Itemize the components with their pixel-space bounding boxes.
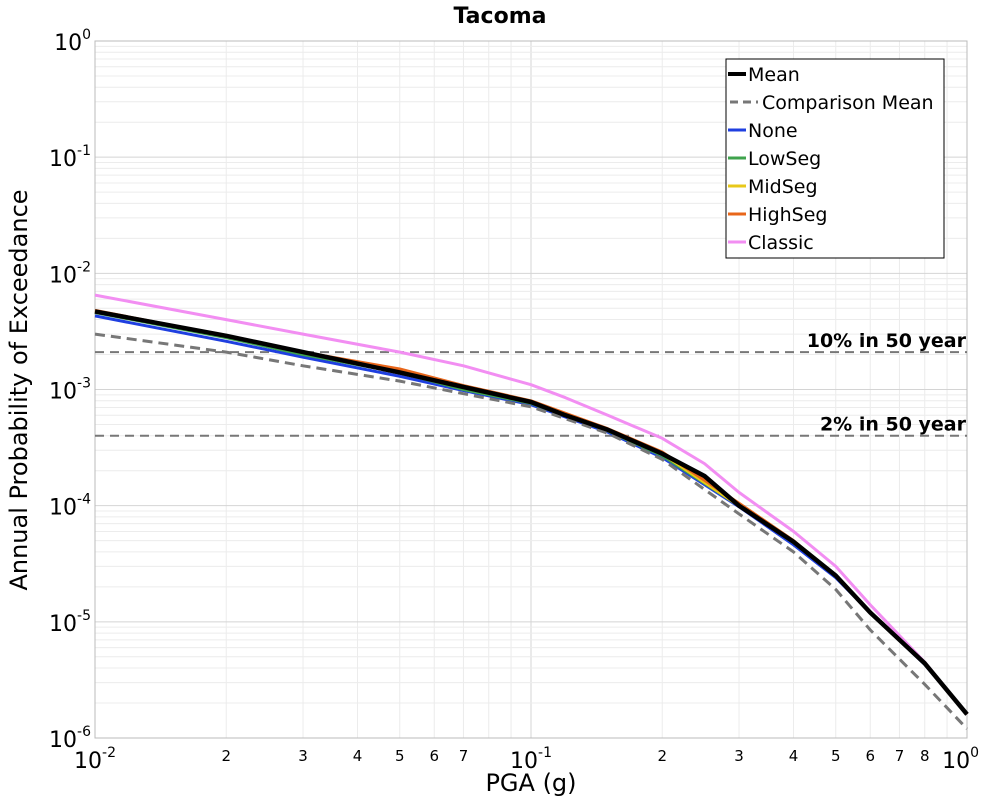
grid: [95, 41, 967, 738]
x-tick-label-minor: 4: [353, 747, 363, 765]
y-tick-label-base: 10: [49, 263, 77, 288]
y-tick-label-base: 10: [49, 496, 77, 521]
y-tick-label-exponent: -5: [77, 608, 91, 624]
y-tick-label-base: 10: [49, 147, 77, 172]
series-lines: [94, 293, 969, 730]
x-tick-label-major-exponent: 0: [970, 745, 979, 761]
reference-line-label: 10% in 50 year: [807, 330, 967, 352]
y-tick-label: 10-6: [49, 724, 91, 753]
x-tick-label-minor: 8: [920, 747, 930, 765]
y-tick-label-exponent: -1: [77, 143, 91, 159]
series-line-mean: [94, 309, 969, 716]
x-tick-label-major-base: 10: [942, 749, 970, 774]
x-tick-label-minor: 3: [298, 747, 308, 765]
x-tick-label-minor: 7: [459, 747, 469, 765]
chart-title: Tacoma: [454, 4, 547, 29]
x-tick-label-major: 100: [942, 745, 979, 774]
legend-label-none: None: [748, 120, 798, 142]
y-tick-label: 100: [54, 27, 91, 56]
x-axis-label: PGA (g): [485, 769, 576, 797]
x-tick-label-minor: 5: [395, 747, 405, 765]
x-tick-label-major-exponent: -1: [538, 745, 552, 761]
x-tick-label-minor: 6: [866, 747, 876, 765]
y-tick-label-exponent: -3: [77, 376, 91, 392]
legend: Mean Comparison Mean None LowSeg MidSeg HighS…: [725, 58, 945, 259]
series-line-classic: [94, 293, 969, 716]
y-axis-label: Annual Probability of Exceedance: [5, 189, 33, 590]
y-tick-label-exponent: -4: [77, 492, 91, 508]
reference-lines: 10% in 50 year 2% in 50 year: [95, 330, 967, 437]
y-tick-label: 10-1: [49, 143, 91, 172]
x-tick-label-minor: 3: [734, 747, 744, 765]
y-tick-label: 10-2: [49, 259, 91, 288]
x-tick-label-minor: 7: [895, 747, 905, 765]
x-tick-label-major-exponent: -2: [102, 745, 116, 761]
series-line-comparison-mean: [94, 332, 969, 730]
x-tick-label-major: 10-1: [510, 745, 552, 774]
plot-frame: [94, 40, 968, 739]
x-tick-label-minor: 5: [831, 747, 841, 765]
x-tick-label-minor: 4: [789, 747, 799, 765]
legend-label-classic: Classic: [748, 232, 814, 254]
y-tick-label-base: 10: [49, 380, 77, 405]
legend-label-lowseg: LowSeg: [748, 148, 821, 170]
x-tick-label-minor: 2: [657, 747, 667, 765]
legend-label-comparison-mean: Comparison Mean: [762, 92, 934, 114]
x-tick-label-minor: 2: [221, 747, 231, 765]
y-tick-label-base: 10: [49, 728, 77, 753]
reference-line-label: 2% in 50 year: [820, 414, 967, 436]
y-tick-label-base: 10: [49, 612, 77, 637]
y-tick-label-exponent: -6: [77, 724, 91, 740]
y-tick-label-exponent: -2: [77, 259, 91, 275]
y-tick-label: 10-5: [49, 608, 91, 637]
legend-box: [725, 58, 945, 259]
x-tick-label-major-base: 10: [510, 749, 538, 774]
legend-label-midseg: MidSeg: [748, 176, 818, 198]
x-tick-label-minor: 6: [430, 747, 440, 765]
y-tick-label-base: 10: [54, 31, 82, 56]
legend-label-highseg: HighSeg: [748, 204, 827, 226]
x-tick-label-major: 10-2: [74, 745, 116, 774]
legend-label-mean: Mean: [748, 64, 800, 86]
x-tick-label-major-base: 10: [74, 749, 102, 774]
y-tick-label-exponent: 0: [82, 27, 91, 43]
y-tick-label: 10-4: [49, 492, 91, 521]
y-tick-label: 10-3: [49, 376, 91, 405]
